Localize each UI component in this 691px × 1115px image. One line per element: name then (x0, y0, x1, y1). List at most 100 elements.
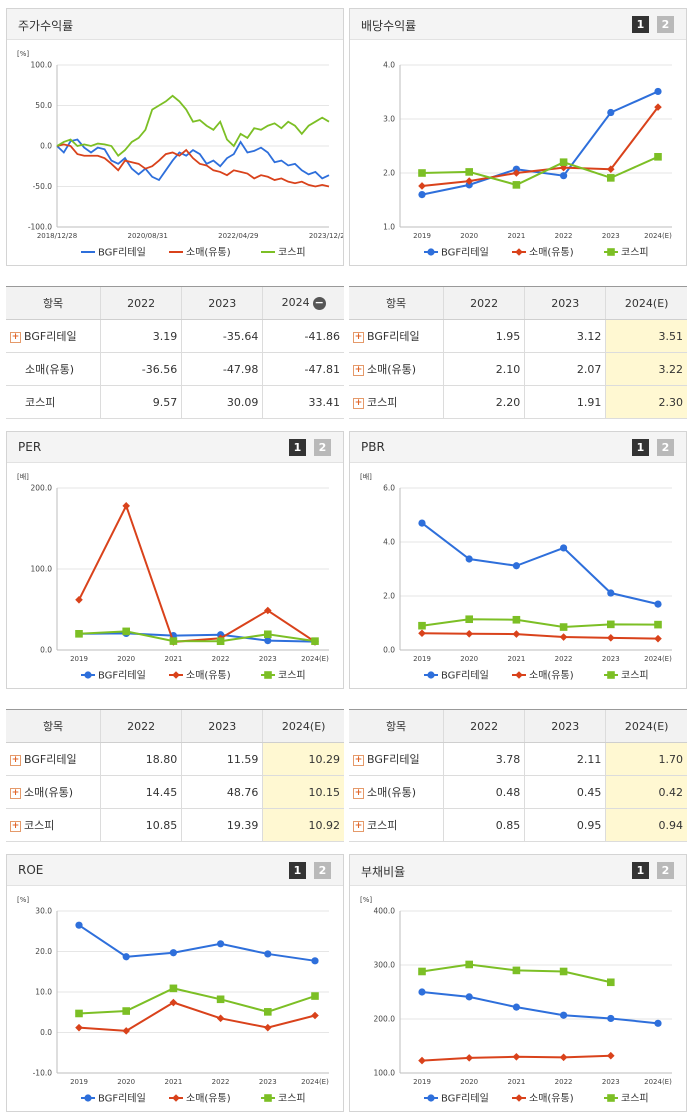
header-item: 항목 (349, 710, 444, 743)
page-2-button[interactable]: 2 (314, 862, 331, 879)
x-tick-label: 2021 (164, 1078, 182, 1086)
kospi-point-0 (75, 630, 83, 638)
table-cell: -36.56 (100, 352, 182, 386)
header-year: 2022 (100, 287, 182, 320)
x-tick-label: 2024(E) (301, 655, 329, 663)
table-cell: 30.09 (181, 385, 263, 419)
page-1-button[interactable]: 1 (632, 16, 649, 33)
y-tick-label: 400.0 (374, 907, 396, 916)
retail-line (421, 106, 659, 187)
plus-icon[interactable]: + (10, 331, 21, 343)
y-tick-label: -100.0 (28, 223, 52, 232)
page-1-button[interactable]: 1 (632, 439, 649, 456)
kospi-point-3 (559, 158, 568, 166)
kospi-point-2 (512, 966, 521, 975)
page-1-button[interactable]: 1 (289, 439, 306, 456)
panel-header: PER 1 2 (7, 432, 343, 463)
retail-line (78, 503, 316, 643)
retail-point-0 (75, 1023, 83, 1032)
bgf-retail-point-1 (465, 993, 473, 1001)
header-item: 항목 (6, 710, 101, 743)
table-row: + BGF리테일 3.19 -35.64 -41.86 (6, 319, 344, 353)
header-year: 2023 (524, 710, 606, 743)
page-2-button[interactable]: 2 (657, 862, 674, 879)
row-name: 소매(유통) (367, 786, 417, 799)
row-name: BGF리테일 (367, 330, 420, 343)
bgf-retail-point-2 (512, 1003, 520, 1011)
plus-icon[interactable]: + (10, 820, 21, 832)
retail-point-3 (559, 1053, 568, 1062)
per-panel: PER 1 2 [배] 200.0 100.0 0.0 2019 2020 2021 2022… (6, 431, 344, 689)
bgf-retail-line (421, 90, 659, 196)
bgf-retail-point-4 (607, 589, 615, 597)
kospi-line (421, 155, 659, 186)
table-cell: -35.64 (181, 319, 263, 353)
kospi-point-1 (465, 960, 473, 969)
table-cell: 2.20 (443, 385, 525, 419)
page-1-button[interactable]: 1 (632, 862, 649, 879)
table-cell: 18.80 (100, 742, 182, 776)
row-name: 소매(유통) (25, 363, 75, 376)
page-2-button[interactable]: 2 (314, 439, 331, 456)
table-cell: 0.94 (605, 808, 687, 842)
legend-kospi-label: 코스피 (621, 247, 649, 259)
retail-point-0 (418, 182, 426, 190)
retail-point-5 (654, 634, 662, 643)
bgf-retail-line (56, 138, 330, 182)
retail-point-4 (264, 1023, 272, 1032)
x-tick-label: 2019 (413, 232, 431, 240)
table-cell: 0.45 (524, 775, 606, 809)
dividend-yield-panel: 배당수익률 1 2 4.0 3.0 2.0 1.0 2019 2020 2021 2022 20… (349, 8, 687, 266)
table-cell: 11.59 (181, 742, 263, 776)
y-tick-label: 0.0 (40, 646, 52, 655)
table-row: + 소매(유통) 14.45 48.76 10.15 (6, 775, 344, 809)
plus-icon[interactable]: + (10, 754, 21, 766)
panel-title: ROE (18, 863, 44, 877)
page-2-button[interactable]: 2 (657, 439, 674, 456)
x-tick-label: 2023 (602, 1078, 620, 1086)
kospi-point-2 (512, 181, 521, 189)
table-row: + BGF리테일 3.78 2.11 1.70 (349, 742, 687, 776)
table-cell: 10.92 (262, 808, 344, 842)
row-name: BGF리테일 (24, 753, 77, 766)
kospi-point-3 (559, 967, 568, 976)
table-cell: 3.22 (605, 352, 687, 386)
page-2-button[interactable]: 2 (657, 16, 674, 33)
legend-kospi-label: 코스피 (278, 670, 306, 682)
retail-point-0 (75, 595, 83, 604)
legend-retail-label: 소매(유통) (186, 670, 231, 682)
minus-icon[interactable]: − (312, 295, 326, 310)
y-unit-label: [배] (360, 472, 372, 481)
table-cell: 0.95 (524, 808, 606, 842)
plus-icon[interactable]: + (353, 754, 364, 766)
legend-retail-label: 소매(유통) (529, 1093, 574, 1105)
y-tick-label: 2.0 (383, 592, 395, 601)
y-tick-label: 30.0 (35, 907, 52, 916)
x-tick-label: 2023 (602, 655, 620, 663)
legend-bgf-retail-point-legend (427, 1094, 435, 1102)
kospi-point-5 (654, 153, 662, 161)
plus-icon[interactable]: + (353, 397, 364, 409)
plus-icon[interactable]: + (353, 787, 364, 799)
row-name: BGF리테일 (24, 330, 77, 343)
plus-icon[interactable]: + (353, 820, 364, 832)
kospi-line (421, 618, 659, 629)
legend-bgf-retail-label: BGF리테일 (98, 247, 146, 259)
bgf-retail-point-0 (75, 921, 83, 929)
plus-icon[interactable]: + (353, 331, 364, 343)
x-tick-label: 2021 (507, 232, 525, 240)
x-tick-label: 2020 (460, 1078, 478, 1086)
bgf-retail-point-3 (560, 1011, 568, 1019)
y-tick-label: 6.0 (383, 484, 395, 493)
kospi-point-0 (418, 621, 426, 630)
debt-ratio-chart: [%]400.0 300.0 200.0 100.0 2019 2020 2021 2022 2… (360, 896, 672, 1105)
legend-retail-label: 소매(유통) (529, 247, 574, 259)
header-year: 2022 (443, 287, 525, 320)
plus-icon[interactable]: + (353, 364, 364, 376)
table-row: + 코스피 10.85 19.39 10.92 (6, 808, 344, 842)
table-row: + 소매(유통) 0.48 0.45 0.42 (349, 775, 687, 809)
plus-icon[interactable]: + (10, 787, 21, 799)
y-tick-label: -50.0 (33, 182, 53, 191)
kospi-point-3 (216, 995, 225, 1004)
page-1-button[interactable]: 1 (289, 862, 306, 879)
